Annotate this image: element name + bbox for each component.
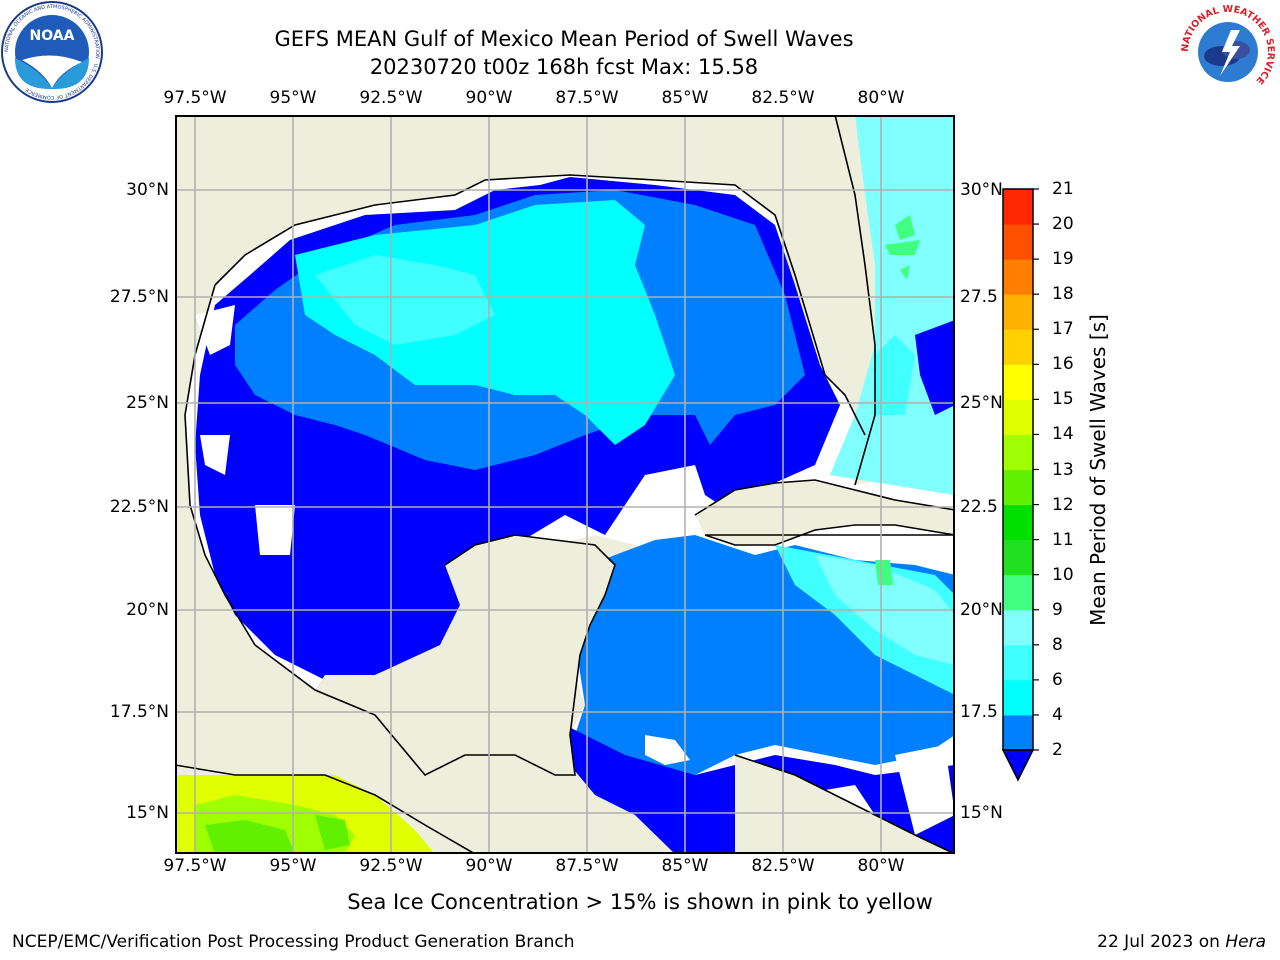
- colorbar-segment: [1003, 364, 1033, 400]
- lon-label-bottom: 90°W: [465, 856, 513, 876]
- lon-label-top: 80°W: [857, 88, 905, 108]
- colorbar-tick-label: 10: [1052, 564, 1074, 585]
- colorbar-tick-label: 16: [1052, 354, 1074, 375]
- lon-label-bottom: 85°W: [661, 856, 709, 876]
- colorbar-tick-label: 18: [1052, 284, 1074, 305]
- colorbar-tick-label: 9: [1052, 599, 1063, 620]
- footer-machine: Hera: [1225, 932, 1266, 952]
- colorbar-segment: [1003, 399, 1033, 435]
- colorbar-segment: [1003, 539, 1033, 576]
- colorbar-segment: [1003, 714, 1033, 751]
- map-frame: [175, 115, 955, 854]
- lat-label-right: 25°N: [960, 393, 1003, 413]
- colorbar-tick-label: 8: [1052, 634, 1063, 655]
- colorbar-tick-label: 19: [1052, 249, 1074, 270]
- map-title: GEFS MEAN Gulf of Mexico Mean Period of …: [274, 27, 854, 51]
- lat-label-right: 27.5: [960, 287, 998, 307]
- colorbar-segment: [1003, 609, 1033, 646]
- lon-label-bottom: 80°W: [857, 856, 905, 876]
- lon-label-bottom: 92.5°W: [359, 856, 423, 876]
- lon-label-top: 92.5°W: [359, 88, 423, 108]
- lon-label-bottom: 95°W: [269, 856, 317, 876]
- nws-logo: NATIONAL WEATHER SERVICE: [1180, 4, 1276, 100]
- colorbar-segment: [1003, 189, 1033, 225]
- colorbar-tick-label: 11: [1052, 529, 1074, 550]
- colorbar-tick-label: 4: [1052, 704, 1063, 725]
- colorbar-tick-label: 14: [1052, 424, 1074, 445]
- colorbar-segment: [1003, 434, 1033, 470]
- colorbar-title: Mean Period of Swell Waves [s]: [1086, 314, 1110, 626]
- colorbar-segment: [1003, 329, 1033, 365]
- lat-label-right: 15°N: [960, 803, 1003, 823]
- lat-label-right: 20°N: [960, 600, 1003, 620]
- lon-label-bottom: 87.5°W: [555, 856, 619, 876]
- lon-label-top: 90°W: [465, 88, 513, 108]
- noaa-logo-text: NOAA: [30, 28, 75, 44]
- colorbar-segment: [1003, 469, 1033, 506]
- colorbar-tick-label: 15: [1052, 389, 1074, 410]
- colorbar-segment: [1003, 224, 1033, 260]
- colorbar-tick-label: 6: [1052, 669, 1063, 690]
- colorbar-tick-label: 13: [1052, 459, 1074, 480]
- colorbar-tick-label: 21: [1052, 179, 1074, 199]
- colorbar-segment: [1003, 259, 1033, 295]
- atlantic-swell: [830, 115, 955, 495]
- lat-label-right: 17.5: [960, 702, 998, 722]
- colorbar-extend-triangle: [1001, 749, 1035, 782]
- colorbar-segment: [1003, 294, 1033, 330]
- lat-label-left: 15°N: [126, 803, 169, 823]
- lat-label-right: 30°N: [960, 180, 1003, 200]
- map-gridlines: [175, 115, 955, 854]
- lon-label-top: 82.5°W: [751, 88, 815, 108]
- lon-label-top: 85°W: [661, 88, 709, 108]
- lat-label-right: 22.5: [960, 497, 998, 517]
- colorbar-segment: [1003, 504, 1033, 541]
- lat-label-left: 27.5°N: [109, 287, 169, 307]
- footer-date: 22 Jul 2023 on Hera: [1097, 932, 1266, 952]
- lat-label-left: 30°N: [126, 180, 169, 200]
- colorbar-tick-label: 2: [1052, 740, 1063, 760]
- colorbar-segment: [1003, 644, 1033, 681]
- colorbar-tick-label: 20: [1052, 214, 1074, 235]
- lat-label-left: 17.5°N: [109, 702, 169, 722]
- lon-label-bottom: 97.5°W: [163, 856, 227, 876]
- colorbar-tick-label: 17: [1052, 319, 1074, 340]
- gulf-map: [175, 115, 955, 854]
- lat-label-left: 20°N: [126, 600, 169, 620]
- colorbar: [1001, 188, 1039, 782]
- lon-label-top: 87.5°W: [555, 88, 619, 108]
- sea-ice-note: Sea Ice Concentration > 15% is shown in …: [347, 890, 933, 914]
- noaa-logo: NOAA NATIONAL OCEANIC AND ATMOSPHERIC AD…: [1, 1, 103, 103]
- lat-label-left: 22.5°N: [109, 497, 169, 517]
- lon-label-bottom: 82.5°W: [751, 856, 815, 876]
- map-subtitle: 20230720 t00z 168h fcst Max: 15.58: [369, 55, 759, 79]
- lon-label-top: 97.5°W: [163, 88, 227, 108]
- footer-credit: NCEP/EMC/Verification Post Processing Pr…: [12, 932, 575, 952]
- lat-label-left: 25°N: [126, 393, 169, 413]
- lon-label-top: 95°W: [269, 88, 317, 108]
- colorbar-segment: [1003, 679, 1033, 716]
- colorbar-tick-label: 12: [1052, 494, 1074, 515]
- colorbar-segment: [1003, 574, 1033, 611]
